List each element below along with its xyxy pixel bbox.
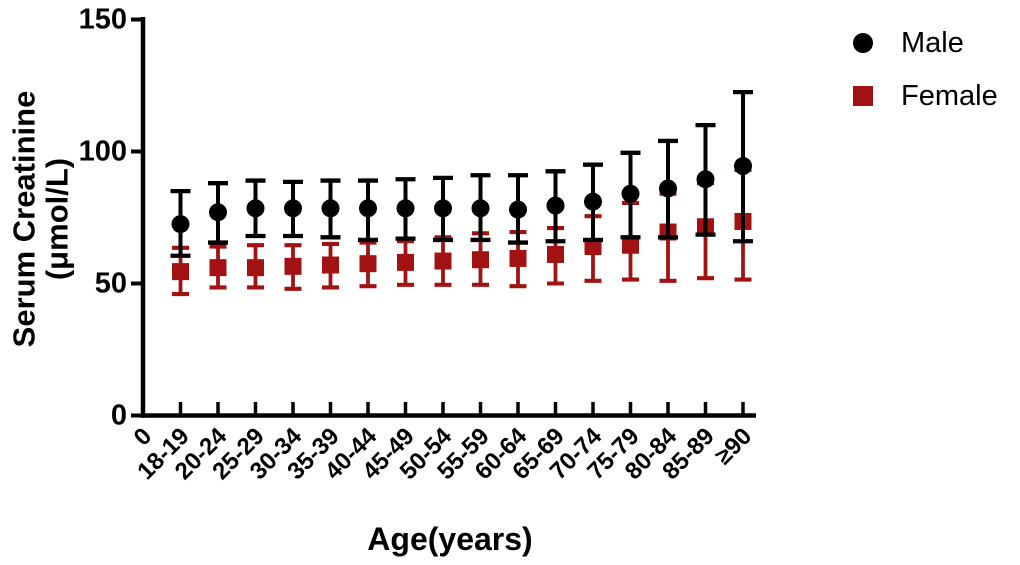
female-data-point [547,245,564,263]
legend-label-female: Female [901,79,998,112]
male-data-point [696,170,715,189]
female-data-point [247,259,264,277]
x-axis-title: Age(years) [367,521,533,557]
male-data-point [621,184,640,203]
male-data-point [209,203,227,222]
female-data-point [434,252,452,270]
male-data-point [471,199,490,218]
female-square-icon [853,86,873,106]
y-tick-label: 150 [79,4,127,36]
female-data-point [209,259,227,277]
male-data-point [396,199,415,218]
y-tick-label: 0 [111,400,127,432]
x-tick-label: ≥90 [710,423,757,470]
male-data-point [584,192,602,211]
male-data-point [509,200,527,219]
female-data-point [284,257,302,275]
y-axis-title-line1: Serum Creatinine [6,90,42,348]
male-data-point [321,199,340,218]
legend-item-male: Male [853,27,998,59]
y-axis-title: Serum Creatinine (μmol/L) [6,90,74,348]
legend: Male Female [853,27,998,133]
female-data-point [359,255,377,273]
male-data-point [171,215,190,234]
female-data-point [622,236,639,254]
female-data-point [397,253,414,271]
male-data-point [434,199,452,218]
female-data-point [172,263,189,281]
legend-item-female: Female [853,80,998,112]
male-data-point [284,199,302,218]
male-data-point [246,199,265,218]
male-circle-icon [853,33,873,53]
y-tick-label: 100 [79,136,127,168]
female-data-point [472,251,489,269]
y-tick-label: 50 [95,268,127,300]
female-data-point [509,249,527,267]
female-data-point [322,256,339,274]
male-data-point [659,179,677,198]
legend-label-male: Male [901,26,964,59]
y-axis-title-line2: (μmol/L) [39,157,74,281]
male-data-point [359,199,377,218]
male-data-point [734,157,752,176]
female-data-point [584,238,602,256]
male-data-point [546,196,565,215]
